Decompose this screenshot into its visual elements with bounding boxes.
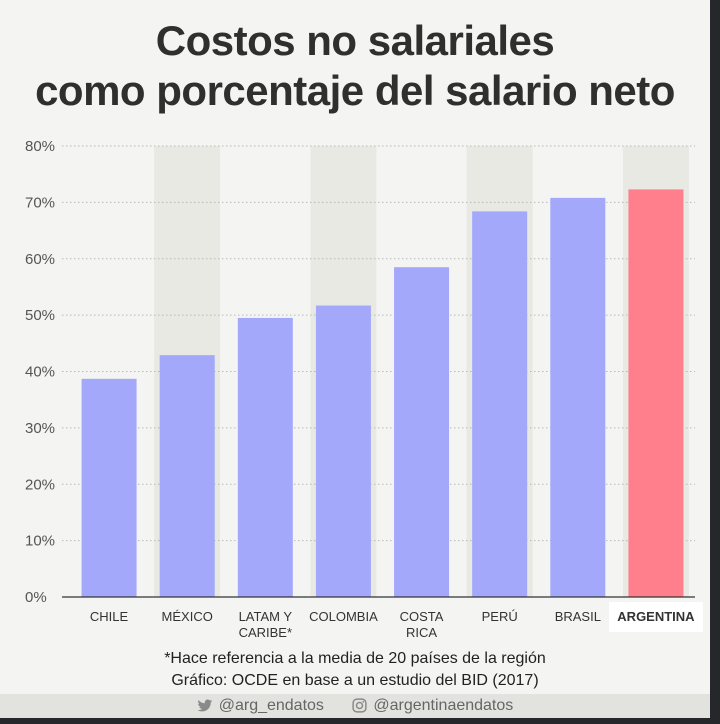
y-tick-label: 10% — [25, 533, 55, 550]
y-tick-label: 20% — [25, 476, 55, 493]
y-tick-label: 60% — [25, 251, 55, 268]
bar — [159, 355, 215, 597]
twitter-bird-icon — [197, 699, 213, 712]
y-tick-label: 70% — [25, 194, 55, 211]
bar-chart: 0% 10% 20% 30% 40% 50% 60% 70% 80% CHILE MÉXICO LAT… — [25, 138, 703, 640]
instagram-handle[interactable]: @argentinaendatos — [352, 694, 513, 718]
instagram-icon — [352, 698, 367, 713]
bar — [237, 317, 293, 597]
x-tick-label: CARIBE* — [239, 625, 292, 640]
twitter-handle[interactable]: @arg_endatos — [197, 694, 324, 718]
y-tick-label: 40% — [25, 364, 55, 381]
y-tick-label: 30% — [25, 420, 55, 437]
x-tick-label: BRASIL — [555, 609, 601, 624]
x-tick-label: MÉXICO — [162, 609, 213, 624]
x-tick-label: PERÚ — [482, 609, 518, 624]
y-tick-label: 50% — [25, 307, 55, 324]
bar — [550, 197, 606, 598]
x-tick-label: RICA — [406, 625, 437, 640]
title-line-2: como porcentaje del salario neto — [35, 67, 675, 114]
footnote-line-1: *Hace referencia a la media de 20 países… — [164, 650, 546, 667]
source-line: Gráfico: OCDE en base a un estudio del B… — [171, 672, 539, 689]
y-tick-label: 80% — [25, 138, 55, 155]
social-bar: @arg_endatos @argentinaendatos — [0, 694, 710, 718]
x-tick-label: CHILE — [90, 609, 129, 624]
chart-title: Costos no salariales como porcentaje del… — [0, 16, 710, 116]
x-tick-label: LATAM Y — [239, 609, 293, 624]
highlight-label-box — [608, 602, 703, 632]
bar — [628, 189, 684, 597]
x-tick-label: ARGENTINA — [617, 609, 695, 624]
title-line-1: Costos no salariales — [155, 17, 555, 64]
bar — [81, 378, 137, 597]
bar — [394, 267, 450, 597]
bar — [472, 211, 528, 597]
bar — [315, 305, 371, 597]
x-tick-label: COLOMBIA — [309, 609, 378, 624]
infographic: Costos no salariales como porcentaje del… — [0, 0, 710, 718]
instagram-handle-text: @argentinaendatos — [373, 697, 514, 714]
y-tick-label: 0% — [25, 589, 47, 606]
x-tick-label: COSTA — [400, 609, 444, 624]
twitter-handle-text: @arg_endatos — [218, 697, 324, 714]
footnote: *Hace referencia a la media de 20 países… — [0, 648, 710, 692]
